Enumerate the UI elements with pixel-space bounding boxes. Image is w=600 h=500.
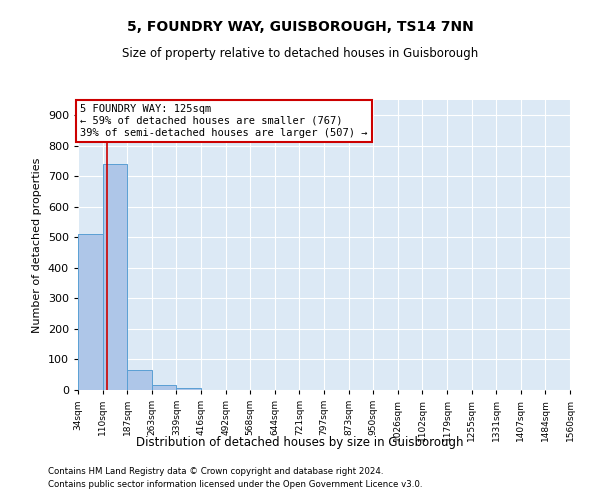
Text: Size of property relative to detached houses in Guisborough: Size of property relative to detached ho… <box>122 48 478 60</box>
Bar <box>152 384 176 390</box>
Bar <box>176 388 201 390</box>
Text: 5 FOUNDRY WAY: 125sqm
← 59% of detached houses are smaller (767)
39% of semi-det: 5 FOUNDRY WAY: 125sqm ← 59% of detached … <box>80 104 368 138</box>
Text: Contains HM Land Registry data © Crown copyright and database right 2024.: Contains HM Land Registry data © Crown c… <box>48 467 383 476</box>
Bar <box>127 370 152 390</box>
Y-axis label: Number of detached properties: Number of detached properties <box>32 158 42 332</box>
Text: Distribution of detached houses by size in Guisborough: Distribution of detached houses by size … <box>136 436 464 449</box>
Bar <box>78 234 103 390</box>
Bar <box>103 164 127 390</box>
Text: 5, FOUNDRY WAY, GUISBOROUGH, TS14 7NN: 5, FOUNDRY WAY, GUISBOROUGH, TS14 7NN <box>127 20 473 34</box>
Text: Contains public sector information licensed under the Open Government Licence v3: Contains public sector information licen… <box>48 480 422 489</box>
